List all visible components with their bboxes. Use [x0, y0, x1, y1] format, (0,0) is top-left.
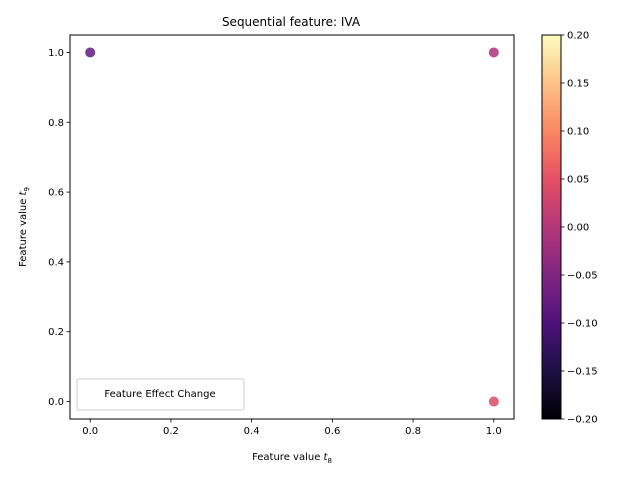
- colorbar-tick-label: 0.10: [567, 127, 589, 138]
- colorbar-ticks: −0.20 −0.15 −0.10 −0.05 0.00 0.05 0.10 0.15 0.20: [561, 31, 598, 426]
- y-axis: 0.0 0.2 0.4 0.6 0.8 1.0: [48, 48, 70, 408]
- x-tick-label: 0.2: [163, 426, 179, 437]
- colorbar-tick-label: 0.15: [567, 79, 589, 90]
- colorbar-tick-label: 0.00: [567, 223, 589, 234]
- y-tick-label: 0.8: [48, 118, 64, 129]
- chart-title: Sequential feature: IVA: [222, 15, 361, 29]
- y-axis-label: Feature value t9: [18, 187, 31, 267]
- x-tick-label: 0.4: [244, 426, 260, 437]
- y-tick-label: 0.6: [48, 188, 64, 199]
- x-tick-label: 0.0: [82, 426, 98, 437]
- scatter-point: [85, 47, 96, 58]
- colorbar-tick-label: −0.10: [567, 319, 598, 330]
- colorbar-tick-label: −0.15: [567, 367, 598, 378]
- plot-area: [69, 34, 515, 420]
- colorbar-tick-label: 0.05: [567, 175, 589, 186]
- colorbar-tick-label: −0.20: [567, 415, 598, 426]
- legend-title: Feature Effect Change: [104, 389, 215, 400]
- legend: Feature Effect Change: [76, 378, 245, 411]
- x-tick-label: 0.6: [324, 426, 340, 437]
- colorbar-tick-label: −0.05: [567, 271, 598, 282]
- colorbar-tick-label: 0.20: [567, 31, 589, 42]
- x-axis: 0.0 0.2 0.4 0.6 0.8 1.0: [82, 419, 502, 437]
- colorbar-gradient: [542, 35, 561, 419]
- y-tick-label: 0.2: [48, 327, 64, 338]
- scatter-point: [488, 47, 499, 58]
- y-tick-label: 0.0: [48, 397, 64, 408]
- legend-box: [76, 378, 245, 411]
- points-layer: [85, 47, 499, 407]
- x-tick-label: 0.8: [405, 426, 421, 437]
- x-tick-label: 1.0: [486, 426, 502, 437]
- x-axis-label: Feature value t8: [252, 452, 332, 465]
- y-tick-label: 1.0: [48, 48, 64, 59]
- y-tick-label: 0.4: [48, 257, 64, 268]
- plot-background: [70, 35, 514, 419]
- scatter-point: [488, 396, 499, 407]
- plot-frame: [69, 34, 515, 420]
- colorbar: −0.20 −0.15 −0.10 −0.05 0.00 0.05 0.10 0.15 0.20: [541, 31, 598, 426]
